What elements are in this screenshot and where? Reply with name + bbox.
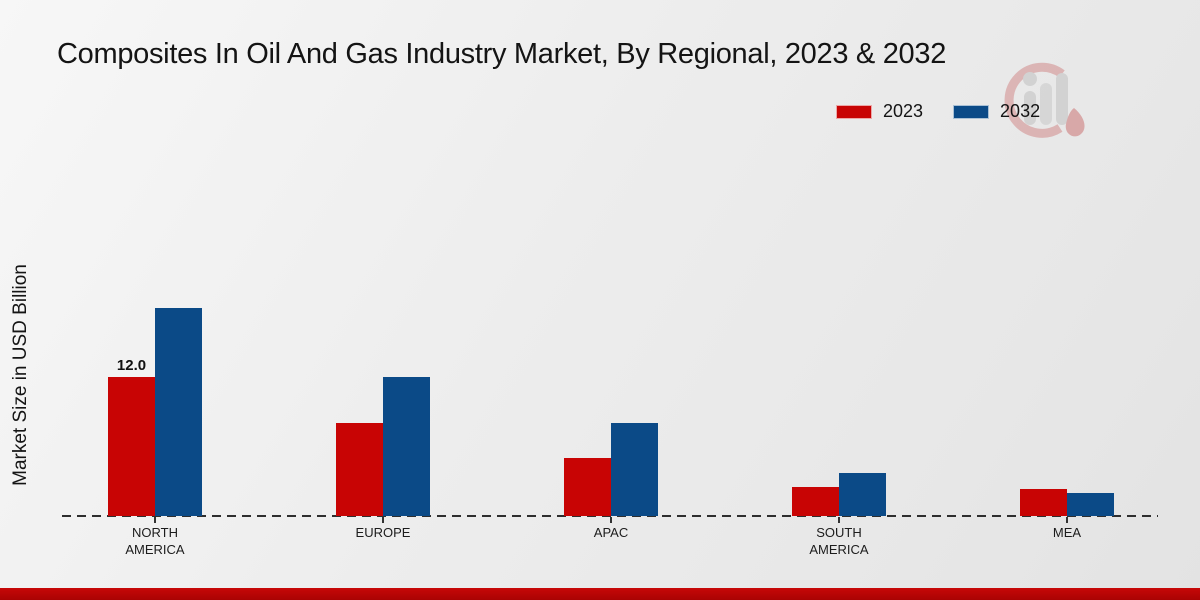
x-axis-line <box>62 515 1158 517</box>
x-tick-apac <box>610 517 612 523</box>
legend-swatch-2032 <box>953 104 990 119</box>
data-label-2023-north-america: 12.0 <box>116 357 147 374</box>
legend-item-2023: 2023 <box>836 101 923 122</box>
bar-2023-apac <box>564 458 611 516</box>
bar-2032-apac <box>611 423 658 516</box>
bar-2032-europe <box>383 377 430 516</box>
legend-label-2032: 2032 <box>1000 101 1041 121</box>
legend-item-2032: 2032 <box>953 101 1040 122</box>
x-axis-label-north-america: NORTH AMERICA <box>125 525 185 557</box>
mrfr-logo-watermark-icon <box>1004 62 1085 138</box>
legend: 2023 2032 <box>836 101 1040 122</box>
x-tick-south-america <box>838 517 840 523</box>
bar-2023-mea <box>1020 489 1067 516</box>
x-axis-label-mea: MEA <box>1052 525 1082 540</box>
bar-2032-south-america <box>839 473 886 516</box>
x-axis-label-south-america: SOUTH AMERICA <box>809 525 869 557</box>
bar-2023-europe <box>336 423 383 516</box>
legend-label-2023: 2023 <box>883 101 924 121</box>
footer-bar <box>0 588 1200 600</box>
bar-2023-south-america <box>792 487 839 516</box>
bar-2032-north-america <box>155 308 202 516</box>
x-tick-mea <box>1066 517 1068 523</box>
x-axis-label-apac: APAC <box>593 525 629 540</box>
x-tick-north-america <box>154 517 156 523</box>
bar-2032-mea <box>1067 493 1114 516</box>
bar-2023-north-america <box>108 377 155 516</box>
chart-title: Composites In Oil And Gas Industry Marke… <box>57 38 947 70</box>
x-tick-europe <box>382 517 384 523</box>
legend-swatch-2023 <box>836 104 872 119</box>
x-axis-label-europe: EUROPE <box>355 525 411 540</box>
